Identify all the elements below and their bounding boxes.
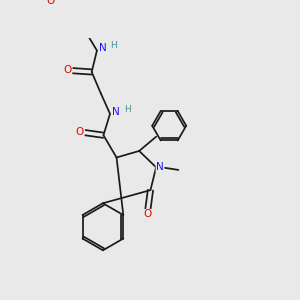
Text: H: H: [124, 105, 130, 114]
Text: O: O: [46, 0, 55, 6]
Text: O: O: [144, 209, 152, 220]
Text: H: H: [111, 41, 117, 50]
Text: O: O: [64, 65, 72, 75]
Text: N: N: [112, 107, 120, 117]
Text: N: N: [156, 162, 164, 172]
Text: O: O: [76, 127, 84, 137]
Text: N: N: [99, 44, 106, 53]
